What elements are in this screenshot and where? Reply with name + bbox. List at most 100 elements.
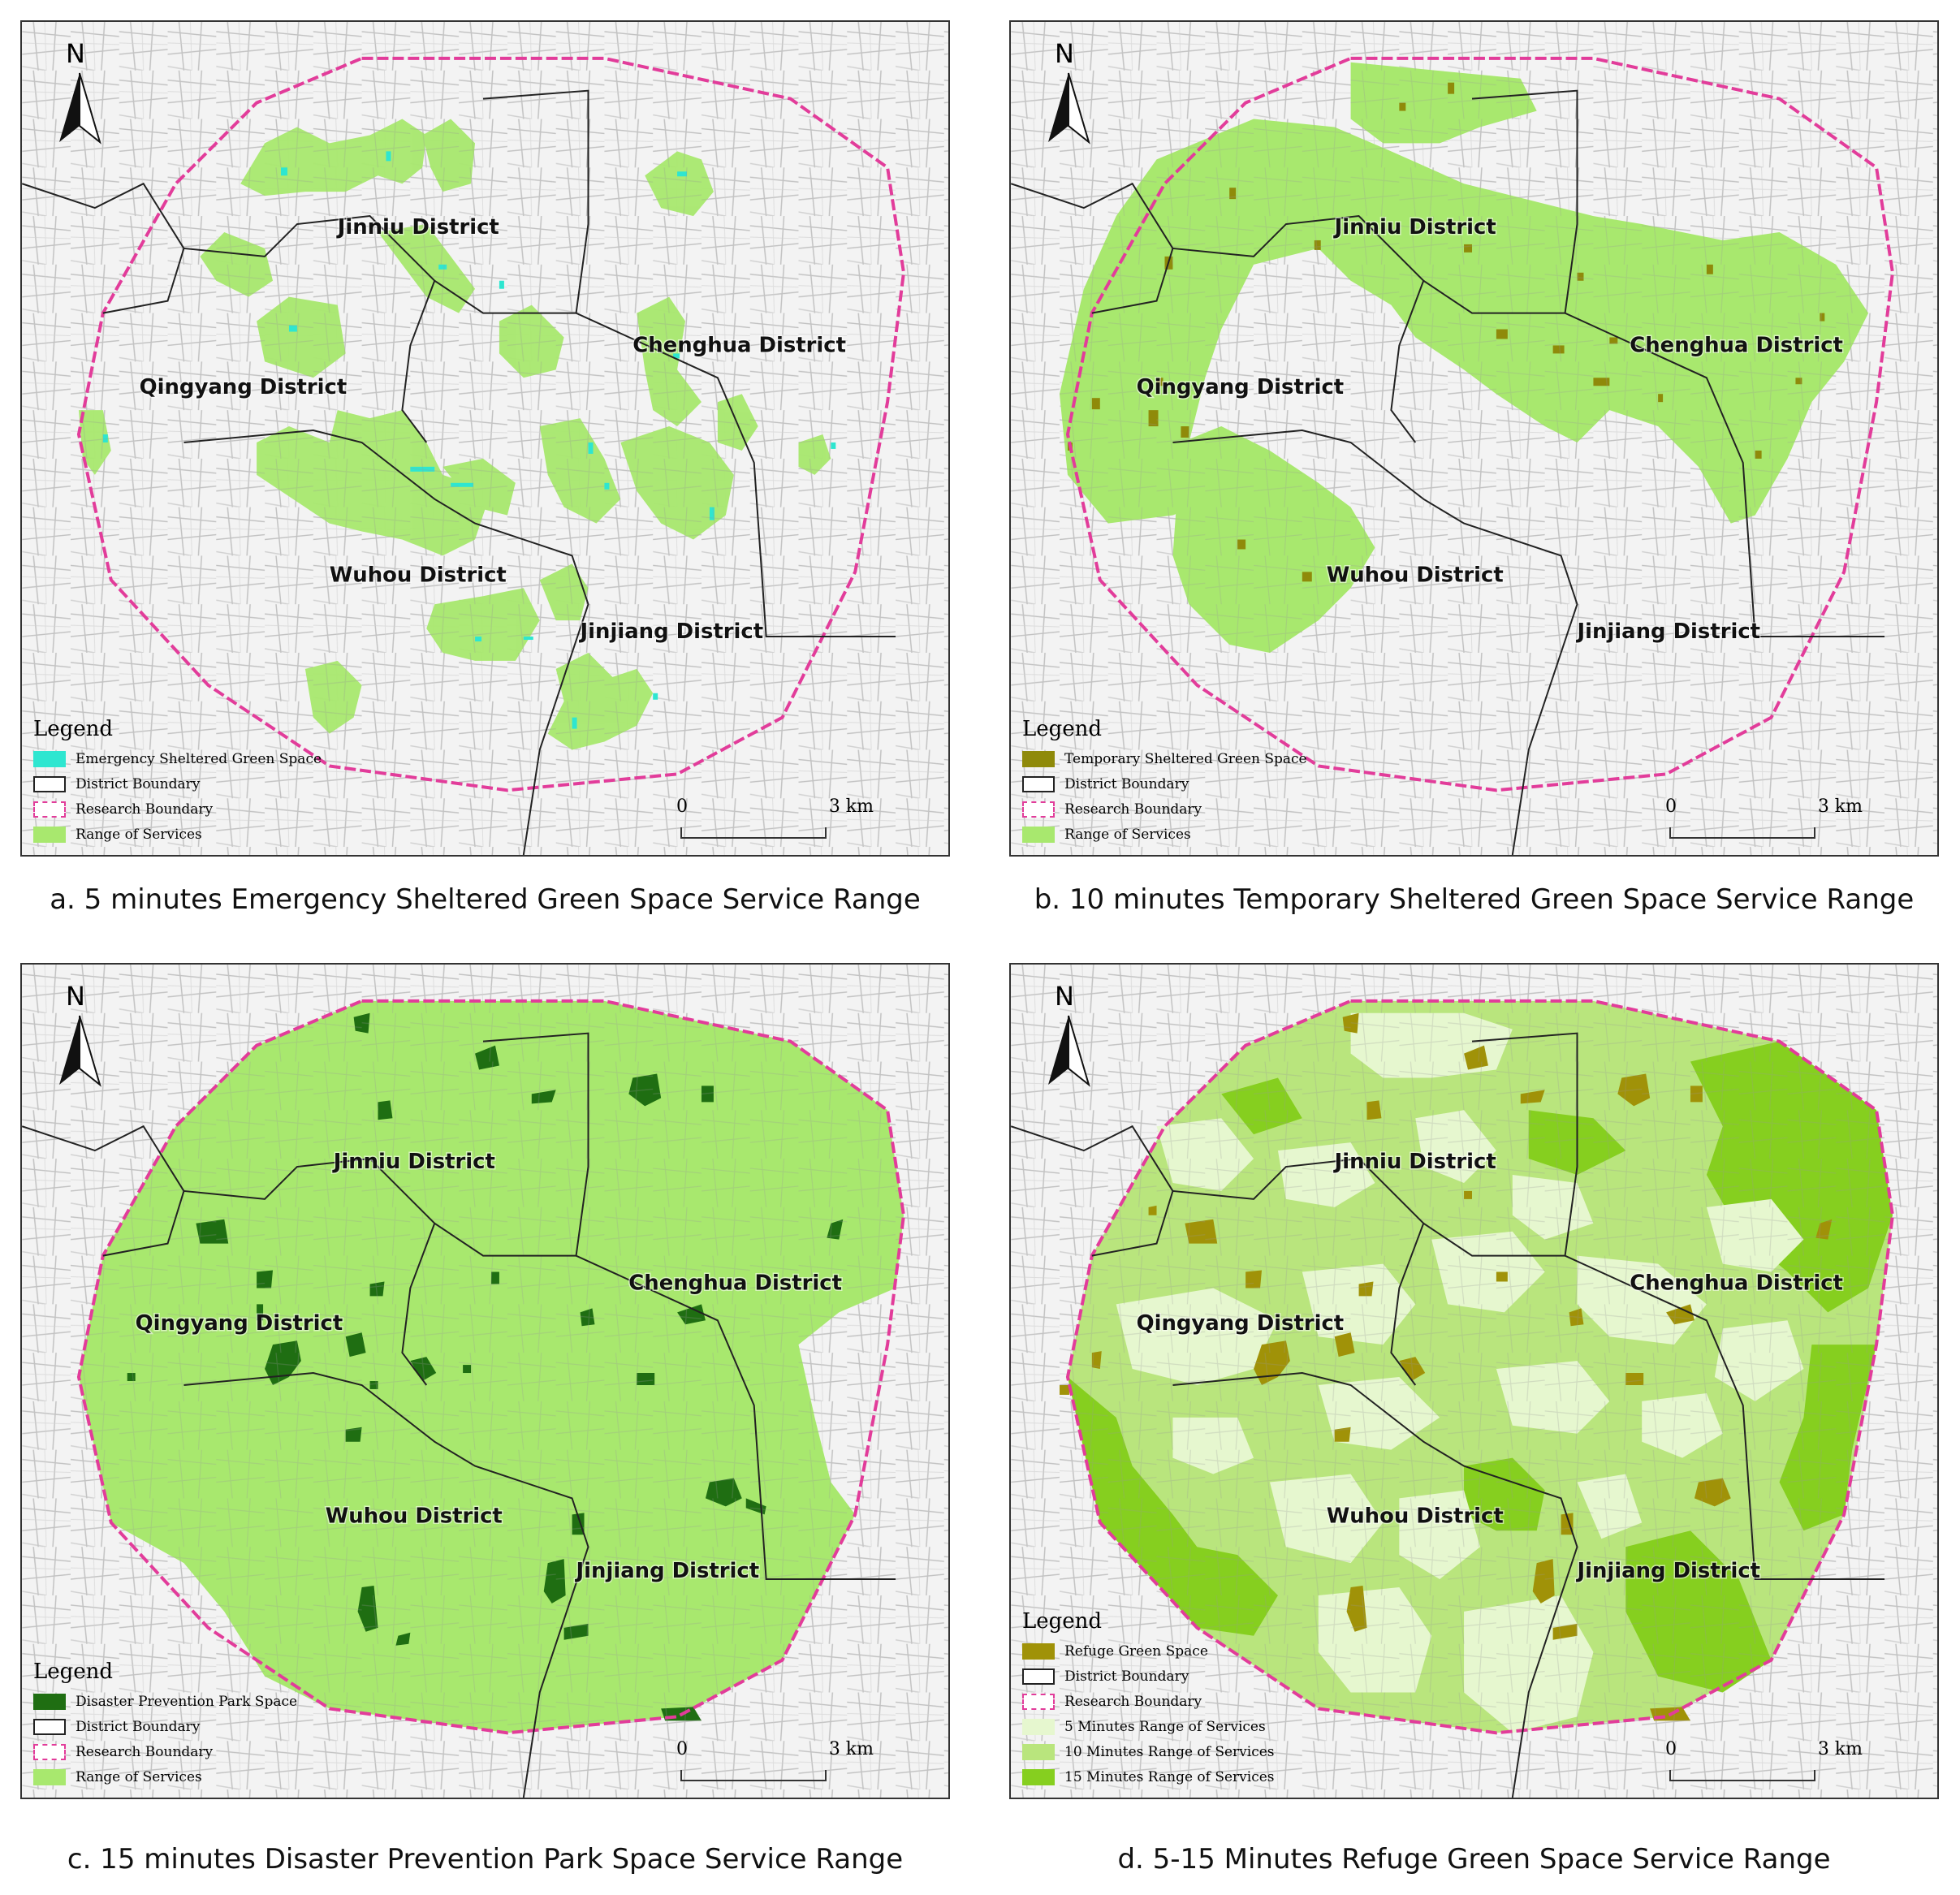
north-arrow: N	[51, 37, 108, 150]
scale-bar-line	[1669, 827, 1815, 839]
legend-label: Research Boundary	[76, 1743, 214, 1760]
label-chenghua: Chenghua District	[1630, 1271, 1843, 1295]
caption-c: c. 15 minutes Disaster Prevention Park S…	[67, 1843, 904, 1876]
label-wuhou: Wuhou District	[330, 563, 507, 587]
north-arrow: N	[1040, 979, 1097, 1093]
label-qingyang: Qingyang District	[1137, 375, 1345, 399]
label-wuhou: Wuhou District	[326, 1504, 503, 1528]
legend: Legend Temporary Sheltered Green Space D…	[1022, 717, 1307, 847]
legend-item-5min: 5 Minutes Range of Services	[1022, 1714, 1275, 1739]
swatch-icon	[1022, 1693, 1055, 1710]
north-label: N	[1055, 38, 1074, 69]
legend-label: Range of Services	[76, 826, 202, 843]
scale-distance: 3 km	[828, 1739, 874, 1759]
research-boundary	[76, 999, 906, 1735]
caption-d: d. 5-15 Minutes Refuge Green Space Servi…	[1117, 1843, 1831, 1876]
map-panel-b: Jinniu District Chenghua District Qingya…	[1009, 20, 1939, 857]
research-boundary	[76, 56, 906, 792]
scale-bar: 0 3 km	[676, 1739, 874, 1788]
map-c: Jinniu District Chenghua District Qingya…	[22, 965, 948, 1798]
north-arrow: N	[1040, 37, 1097, 150]
legend-label: District Boundary	[1064, 775, 1189, 792]
legend: Legend Refuge Green Space District Bound…	[1022, 1609, 1275, 1789]
swatch-icon	[33, 1718, 66, 1735]
swatch-icon	[1022, 1668, 1055, 1685]
scale-bar-line	[680, 1770, 827, 1781]
legend-item-10min: 10 Minutes Range of Services	[1022, 1739, 1275, 1764]
legend-item-district: District Boundary	[33, 1714, 297, 1739]
swatch-icon	[33, 801, 66, 818]
legend-label: District Boundary	[1064, 1668, 1189, 1685]
swatch-icon	[33, 750, 66, 767]
legend-label: 10 Minutes Range of Services	[1064, 1743, 1275, 1760]
label-jinniu: Jinniu District	[1333, 215, 1496, 240]
research-boundary	[1065, 999, 1895, 1735]
legend-item-district: District Boundary	[1022, 1664, 1275, 1689]
swatch-icon	[33, 1693, 66, 1710]
map-panel-a: Jinniu District Chenghua District Qingya…	[20, 20, 950, 857]
scale-distance: 3 km	[1817, 1739, 1863, 1759]
map-d: Jinniu District Chenghua District Qingya…	[1011, 965, 1937, 1798]
label-wuhou: Wuhou District	[1327, 563, 1504, 587]
label-qingyang: Qingyang District	[140, 375, 348, 399]
swatch-icon	[1022, 826, 1055, 843]
scale-bar-line	[1669, 1770, 1815, 1781]
legend-label: Research Boundary	[1064, 801, 1202, 818]
scale-zero: 0	[676, 796, 688, 817]
scale-bar: 0 3 km	[1665, 1739, 1863, 1788]
district-boundaries	[1011, 89, 1885, 855]
north-label: N	[66, 981, 85, 1012]
legend-item-research: Research Boundary	[1022, 1689, 1275, 1714]
label-jinjiang: Jinjiang District	[579, 619, 764, 644]
swatch-icon	[33, 826, 66, 843]
label-chenghua: Chenghua District	[632, 333, 846, 357]
scale-bar-line	[680, 827, 827, 839]
legend-label: Emergency Sheltered Green Space	[76, 750, 322, 767]
swatch-icon	[1022, 1642, 1055, 1660]
caption-b: b. 10 minutes Temporary Sheltered Green …	[1034, 883, 1915, 916]
legend-title: Legend	[33, 717, 114, 741]
swatch-icon	[1022, 1743, 1055, 1760]
legend-label: District Boundary	[76, 775, 201, 792]
label-chenghua: Chenghua District	[1630, 333, 1843, 357]
swatch-icon	[33, 1743, 66, 1760]
label-jinjiang: Jinjiang District	[1576, 1559, 1761, 1583]
scale-bar: 0 3 km	[676, 796, 874, 845]
swatch-icon	[33, 1768, 66, 1785]
label-qingyang: Qingyang District	[136, 1311, 343, 1336]
legend-item-district: District Boundary	[33, 771, 322, 796]
swatch-icon	[1022, 775, 1055, 792]
scale-zero: 0	[1665, 1739, 1677, 1759]
north-arrow-icon: N	[59, 38, 101, 145]
label-jinjiang: Jinjiang District	[1576, 619, 1761, 644]
swatch-icon	[1022, 1718, 1055, 1735]
legend-label: Range of Services	[1064, 826, 1191, 843]
north-label: N	[1055, 981, 1074, 1012]
legend-label: Temporary Sheltered Green Space	[1064, 750, 1307, 767]
legend-item-range: Range of Services	[33, 1764, 297, 1789]
legend: Legend Emergency Sheltered Green Space D…	[33, 717, 322, 847]
legend-item-research: Research Boundary	[33, 796, 322, 822]
scale-distance: 3 km	[828, 796, 874, 817]
legend-title: Legend	[1022, 1609, 1103, 1634]
scale-zero: 0	[1665, 796, 1677, 817]
label-jinniu: Jinniu District	[1333, 1150, 1496, 1174]
scale-zero: 0	[676, 1739, 688, 1759]
north-label: N	[66, 38, 85, 69]
legend-item-park: Disaster Prevention Park Space	[33, 1689, 297, 1714]
map-panel-d: Jinniu District Chenghua District Qingya…	[1009, 963, 1939, 1799]
legend-item-range: Range of Services	[1022, 822, 1307, 847]
legend-item-emergency: Emergency Sheltered Green Space	[33, 746, 322, 771]
legend-label: Range of Services	[76, 1768, 202, 1785]
map-panel-c: Jinniu District Chenghua District Qingya…	[20, 963, 950, 1799]
legend-item-temporary: Temporary Sheltered Green Space	[1022, 746, 1307, 771]
swatch-icon	[1022, 1768, 1055, 1785]
map-a: Jinniu District Chenghua District Qingya…	[22, 22, 948, 855]
north-arrow-icon: N	[1048, 38, 1090, 145]
legend-item-15min: 15 Minutes Range of Services	[1022, 1764, 1275, 1789]
legend-label: Research Boundary	[1064, 1693, 1202, 1710]
label-qingyang: Qingyang District	[1137, 1311, 1345, 1336]
swatch-icon	[1022, 750, 1055, 767]
scale-bar: 0 3 km	[1665, 796, 1863, 845]
legend-label: Refuge Green Space	[1064, 1642, 1208, 1660]
